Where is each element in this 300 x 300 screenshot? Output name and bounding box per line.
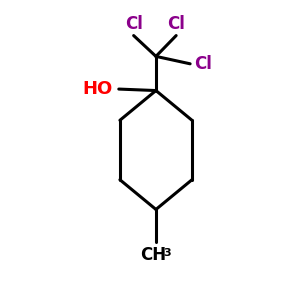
Text: Cl: Cl [167,15,185,33]
Text: HO: HO [82,80,113,98]
Text: Cl: Cl [125,15,142,33]
Text: Cl: Cl [195,55,212,73]
Text: CH: CH [140,246,166,264]
Text: 3: 3 [164,248,171,258]
